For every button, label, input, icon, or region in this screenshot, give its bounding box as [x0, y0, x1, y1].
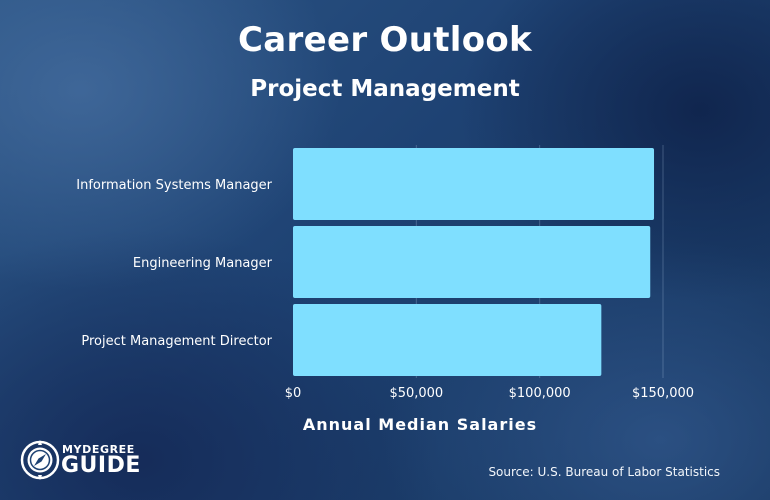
category-labels: Information Systems Manager Engineering M… — [76, 178, 272, 349]
category-label: Engineering Manager — [133, 256, 273, 271]
category-label: Information Systems Manager — [76, 178, 272, 193]
brand-name-bottom: GUIDE — [61, 453, 141, 478]
brand-logo: MYDEGREE GUIDE — [20, 440, 150, 484]
bar — [293, 304, 602, 376]
source-note: Source: U.S. Bureau of Labor Statistics — [488, 465, 720, 479]
x-tick-label: $100,000 — [509, 386, 571, 401]
x-tick-labels: $0 $50,000 $100,000 $150,000 — [285, 386, 694, 401]
chart-title: Career Outlook — [238, 20, 532, 60]
bar — [293, 148, 655, 220]
x-tick-label: $50,000 — [389, 386, 443, 401]
bars — [293, 148, 655, 376]
chart-subtitle: Project Management — [250, 76, 520, 102]
category-label: Project Management Director — [81, 334, 272, 349]
bar — [293, 226, 651, 298]
brand-name-top: MYDEGREE — [62, 443, 135, 456]
x-tick-label: $150,000 — [632, 386, 694, 401]
compass-icon — [20, 440, 60, 480]
x-tick-label: $0 — [285, 386, 302, 401]
x-axis-label: Annual Median Salaries — [302, 415, 538, 434]
